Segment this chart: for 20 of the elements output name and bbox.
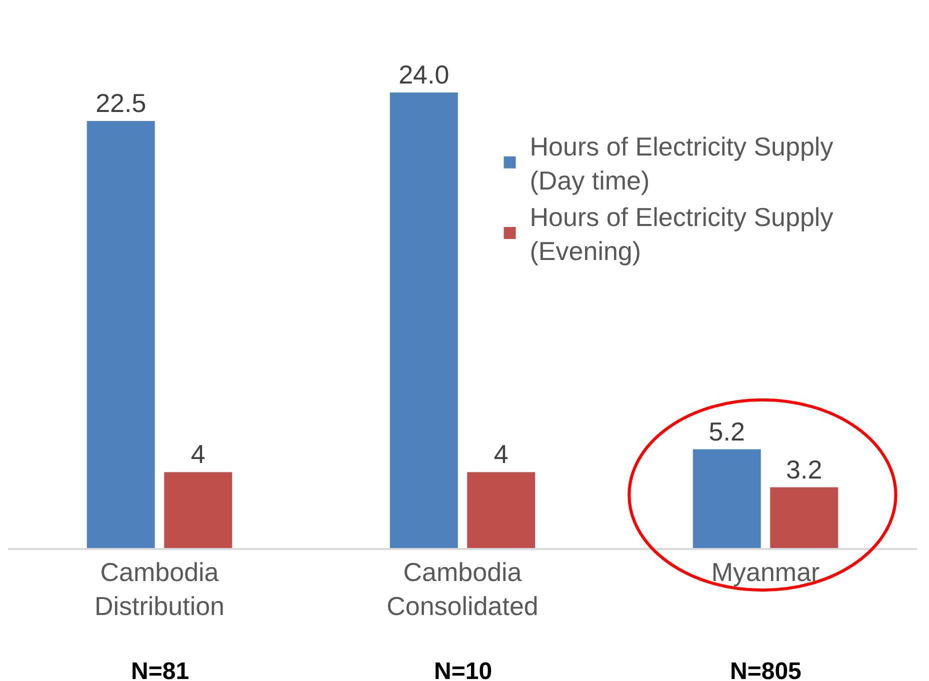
text: N=10	[434, 658, 492, 681]
legend-label: Hours of Electricity Supply (Day time)	[530, 132, 834, 196]
x-tick-label: Cambodia Consolidated	[386, 557, 538, 621]
data-label: 22.5	[96, 88, 146, 118]
bar	[164, 472, 232, 548]
data-label: 4	[494, 439, 508, 470]
bar	[390, 92, 458, 548]
text: N=805	[730, 658, 802, 681]
data-label: 4	[190, 439, 206, 470]
text: N=81	[131, 658, 190, 681]
x-tick-label: Cambodia Distribution	[94, 557, 225, 621]
bar	[692, 449, 761, 548]
bar	[770, 487, 838, 548]
data-label: 5.2	[708, 416, 745, 446]
legend-label: Hours of Electricity Supply (Evening)	[530, 202, 834, 266]
x-tick-label: Myanmar	[711, 557, 820, 588]
bar	[467, 472, 536, 548]
data-label: 3.2	[786, 454, 822, 484]
bar	[86, 120, 155, 548]
data-label: 24.0	[398, 59, 450, 90]
